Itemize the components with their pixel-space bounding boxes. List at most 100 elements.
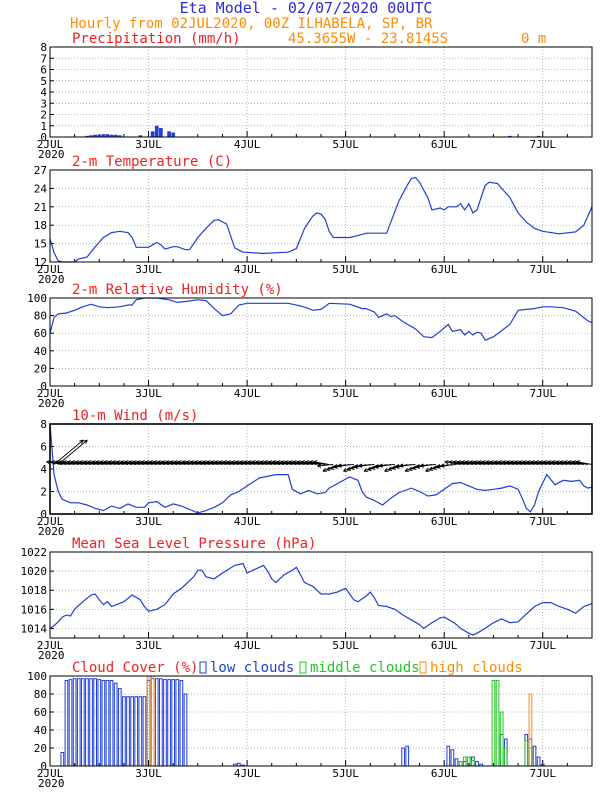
wind-arrow-head [378, 463, 383, 468]
x-axis-year: 2020 [38, 777, 65, 790]
plot-frame [49, 551, 593, 639]
panel-wind: 0 2 4 6 8 2JUL 3JUL 4JUL 5JUL 6JUL 7JUL 2020 10-m Wi… [37, 408, 593, 538]
x-tick-label: 4JUL [234, 767, 261, 780]
wind-arrow [227, 461, 244, 465]
x-axis-year: 2020 [38, 649, 65, 662]
wind-arrow [547, 461, 564, 465]
bar-precip [154, 125, 159, 137]
legend-swatch-high-clouds [419, 661, 427, 674]
wind-arrow [305, 461, 322, 465]
y-tick-label: 8 [40, 418, 47, 431]
wind-arrow-head [235, 460, 240, 465]
station-coordinates: 45.3655W - 23.8145S [288, 31, 448, 47]
bar-low clouds [401, 747, 405, 767]
y-tick-label: 4 [40, 86, 47, 99]
wind-arrow-head [343, 467, 348, 472]
x-tick-label: 7JUL [529, 263, 556, 276]
bar-middle clouds [499, 711, 504, 767]
wind-arrow [469, 461, 486, 465]
wind-arrow [522, 461, 539, 465]
y-tick-label: 2 [40, 486, 47, 499]
wind-arrow [358, 464, 375, 467]
bar-low clouds [175, 679, 180, 767]
wind-arrow-head [124, 460, 129, 465]
plot-frame [49, 46, 593, 138]
x-tick-label: 6JUL [431, 515, 458, 528]
wind-arrow [116, 461, 133, 465]
wind-arrow [296, 461, 313, 465]
y-tick-label: 80 [34, 310, 47, 323]
wind-arrow [95, 461, 112, 465]
wind-arrow [337, 464, 354, 467]
bar-low clouds [167, 679, 171, 767]
wind-arrow [108, 461, 124, 465]
wind-arrow [448, 461, 465, 465]
wind-arrow-head [214, 460, 219, 465]
wind-arrow [145, 461, 161, 465]
wind-arrow-head [461, 460, 466, 465]
bar-low clouds [138, 696, 143, 767]
y-tick-label: 4 [40, 463, 47, 476]
wind-arrow [555, 461, 572, 465]
x-tick-label: 7JUL [529, 138, 556, 151]
wind-arrow-head [358, 463, 363, 468]
y-tick-label: 60 [34, 327, 47, 340]
wind-arrow [255, 461, 272, 465]
x-tick-label: 4JUL [234, 515, 261, 528]
bar-precip [536, 135, 541, 137]
wind-arrow [514, 461, 531, 465]
wind-arrow-head [251, 460, 256, 465]
wind-arrow-head [107, 460, 113, 465]
wind-arrow [251, 461, 268, 465]
x-tick-label: 5JUL [332, 767, 359, 780]
bar-low clouds [89, 678, 93, 767]
x-tick-label: 5JUL [332, 138, 359, 151]
bar-precip [159, 128, 163, 137]
x-tick-label: 7JUL [529, 639, 556, 652]
wind-arrow-head [518, 460, 523, 465]
plot-frame [49, 169, 593, 263]
wind-arrow [62, 461, 79, 465]
bar-low clouds [113, 682, 118, 767]
wind-arrow-head [465, 460, 470, 465]
wind-arrow-head [161, 460, 166, 465]
bar-precip [150, 131, 155, 137]
wind-arrow [543, 461, 560, 465]
wind-arrow [452, 461, 469, 465]
x-tick-label: 3JUL [135, 515, 162, 528]
wind-arrow-head [280, 460, 285, 465]
wind-arrow [235, 461, 252, 465]
wind-arrow-head [247, 460, 252, 465]
x-tick-label: 7JUL [529, 515, 556, 528]
wind-arrow [384, 464, 400, 472]
legend-swatch-low-clouds [199, 661, 207, 674]
wind-arrow [309, 461, 326, 465]
wind-arrow [518, 461, 535, 465]
wind-arrow-head [485, 460, 490, 465]
wind-arrow [46, 461, 63, 465]
wind-arrow-head [75, 460, 80, 465]
wind-arrow-head [456, 460, 462, 465]
x-tick-label: 6JUL [431, 263, 458, 276]
wind-arrow-head [530, 460, 536, 465]
bar-low clouds [134, 696, 139, 767]
wind-arrow-head [408, 466, 413, 471]
wind-arrow-head [436, 464, 441, 469]
wind-arrow [284, 461, 301, 465]
wind-arrow-head [333, 464, 338, 469]
wind-arrow [50, 461, 67, 465]
wind-arrow-head [83, 460, 88, 465]
wind-arrow [264, 461, 281, 465]
bar-low clouds [154, 678, 159, 767]
wind-arrow-head [428, 466, 434, 471]
figure-subtitle: Hourly from 02JUL2020, 00Z ILHABELA, SP,… [70, 16, 433, 32]
wind-arrow-head [222, 460, 228, 465]
wind-arrow [444, 461, 461, 465]
wind-arrow-head [387, 466, 393, 471]
bar-high clouds [150, 675, 155, 767]
wind-arrow-head [502, 460, 507, 465]
x-axis-year: 2020 [38, 397, 65, 410]
y-tick-label: 6 [40, 64, 47, 77]
wind-arrow [572, 461, 588, 465]
